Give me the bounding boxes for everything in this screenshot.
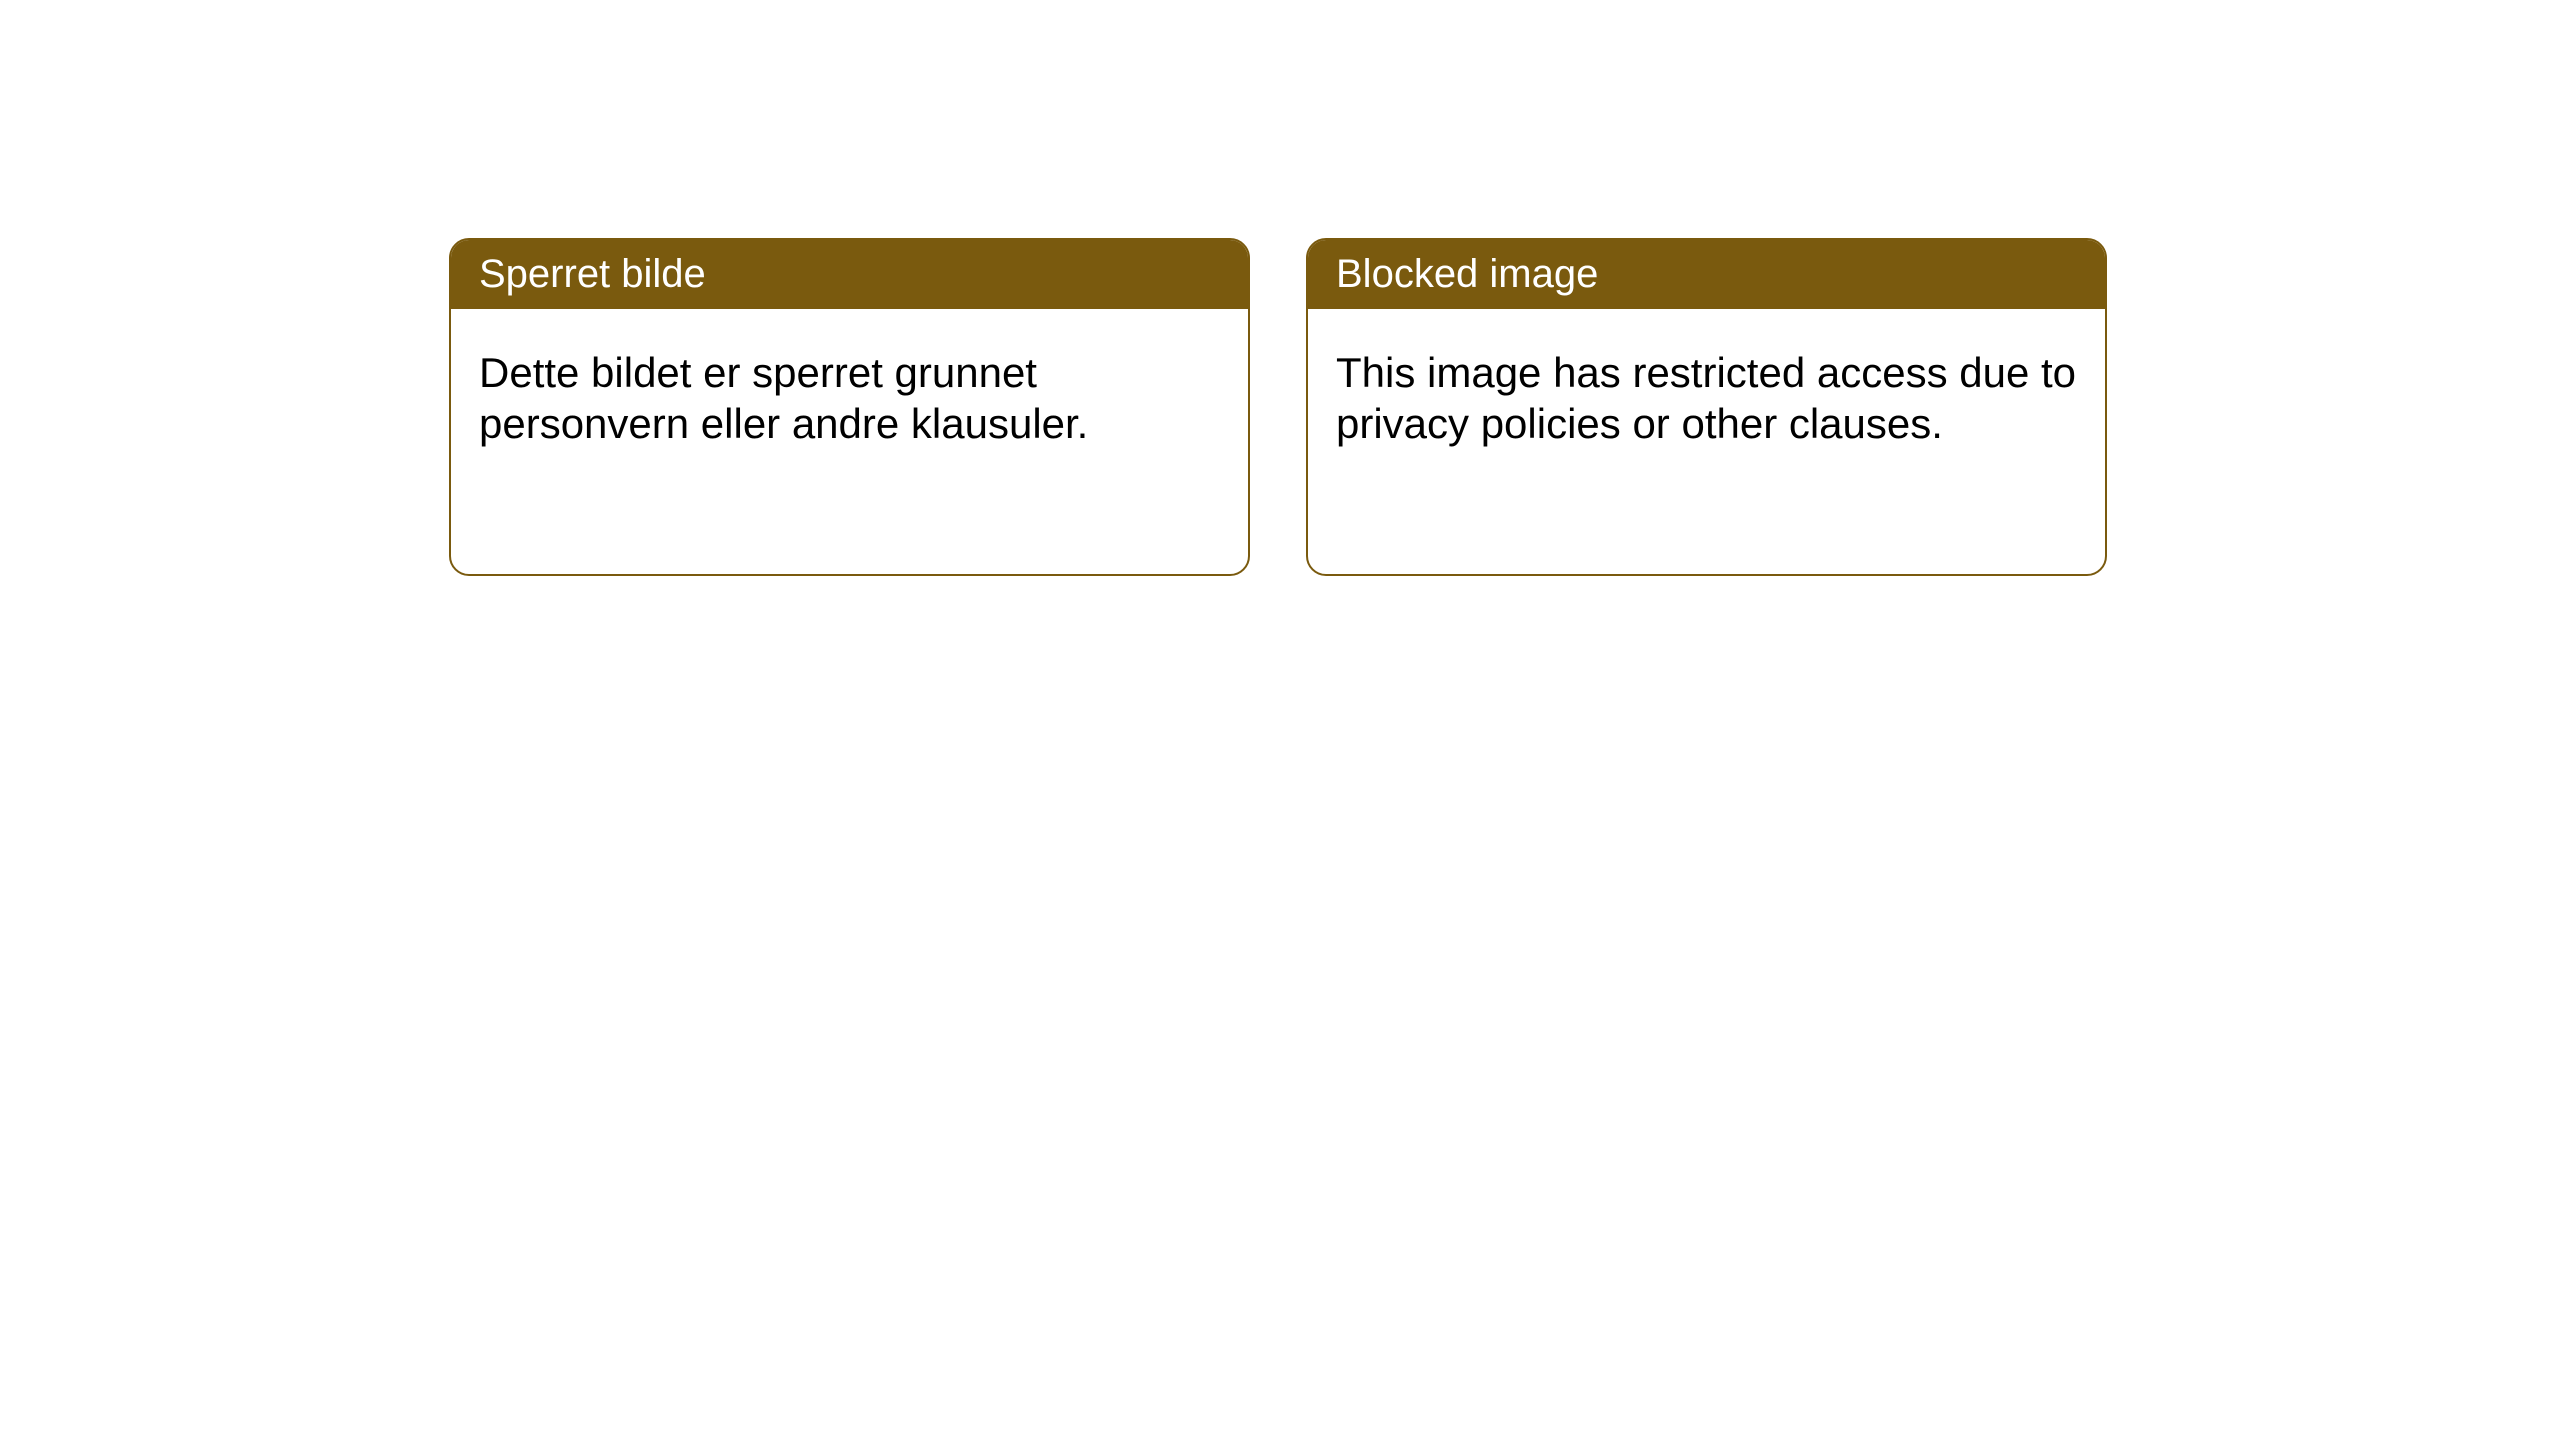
notice-card-english: Blocked image This image has restricted …: [1306, 238, 2107, 576]
notice-card-body: This image has restricted access due to …: [1308, 309, 2105, 487]
notice-card-body: Dette bildet er sperret grunnet personve…: [451, 309, 1248, 487]
notice-cards-row: Sperret bilde Dette bildet er sperret gr…: [0, 0, 2560, 576]
notice-card-title: Sperret bilde: [451, 240, 1248, 309]
notice-card-title: Blocked image: [1308, 240, 2105, 309]
notice-card-norwegian: Sperret bilde Dette bildet er sperret gr…: [449, 238, 1250, 576]
